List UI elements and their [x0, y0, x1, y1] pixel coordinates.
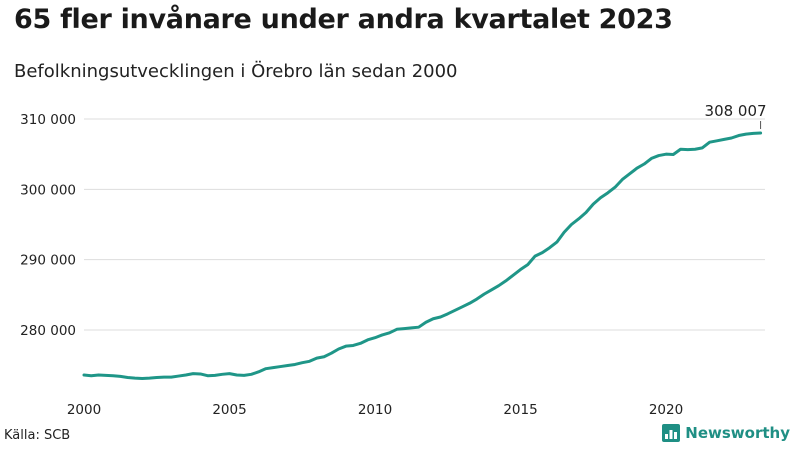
last-value-label: 308 007 — [705, 102, 767, 120]
series-lines — [82, 131, 763, 381]
series-line — [82, 131, 763, 381]
brand-logo: Newsworthy — [662, 424, 790, 442]
chart-subtitle: Befolkningsutvecklingen i Örebro län sed… — [14, 61, 458, 82]
source-note: Källa: SCB — [4, 428, 71, 443]
x-tick-label: 2020 — [649, 402, 683, 418]
x-tick-label: 2015 — [503, 402, 537, 418]
y-tick-label: 290 000 — [20, 253, 76, 269]
x-tick-label: 2010 — [358, 402, 392, 418]
y-tick-label: 300 000 — [20, 182, 76, 198]
x-tick-label: 2000 — [67, 402, 101, 418]
x-tick-label: 2005 — [212, 402, 246, 418]
bar-chart-logo-icon — [662, 424, 681, 442]
x-axis-tick-labels: 2000 2005 2010 2015 2020 — [67, 402, 683, 418]
brand-name: Newsworthy — [685, 424, 790, 442]
y-axis-tick-labels: 280 000 290 000 300 000 310 000 — [20, 112, 76, 339]
chart-title: 65 fler invånare under andra kvartalet 2… — [14, 4, 673, 35]
y-tick-label: 310 000 — [20, 112, 76, 128]
annotations: 308 007 — [705, 102, 767, 130]
y-tick-label: 280 000 — [20, 323, 76, 339]
gridlines — [84, 118, 765, 331]
